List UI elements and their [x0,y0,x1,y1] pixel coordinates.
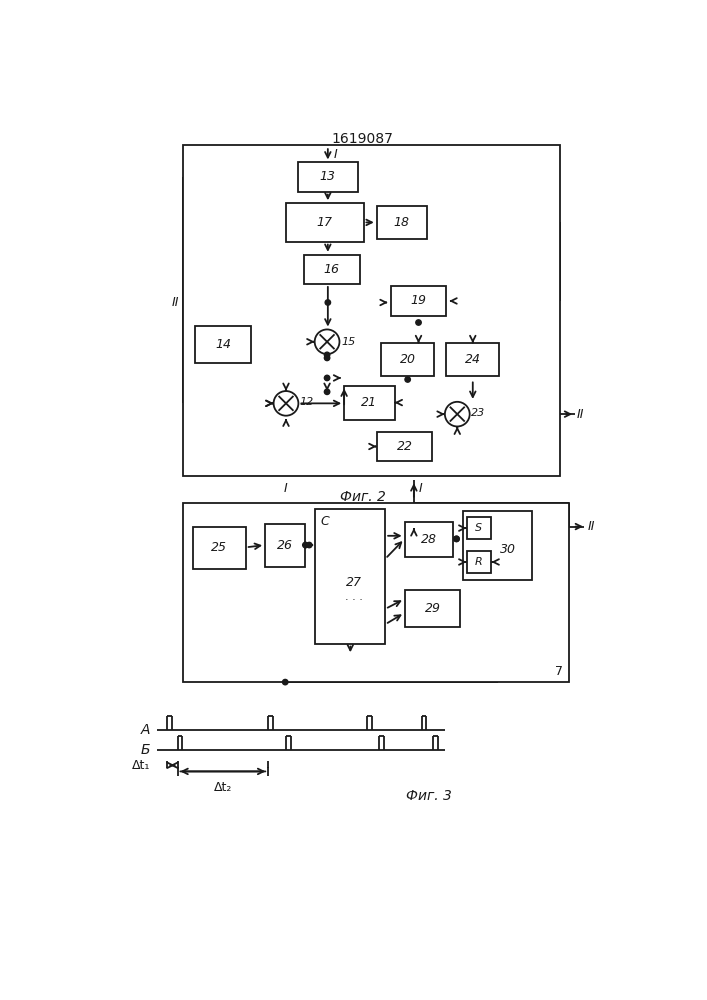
Bar [315,509,385,644]
Bar [304,255,360,284]
Text: 27: 27 [346,576,362,589]
Circle shape [325,352,329,358]
Text: A: A [141,723,151,737]
Circle shape [274,391,298,416]
Circle shape [283,679,288,685]
Circle shape [307,542,312,548]
Bar [377,432,433,461]
Text: Δt₂: Δt₂ [214,781,232,794]
Circle shape [325,375,329,381]
Bar [446,343,499,376]
Text: 23: 23 [472,408,486,418]
Bar [404,522,452,557]
Text: 17: 17 [317,216,333,229]
Circle shape [315,329,339,354]
Circle shape [325,355,329,361]
Text: · · ·: · · · [345,595,363,605]
Text: 20: 20 [399,353,416,366]
Text: Δt₁: Δt₁ [132,759,151,772]
Text: Б: Б [141,743,151,757]
Bar [467,517,491,539]
Text: 19: 19 [411,294,426,307]
Bar [286,203,363,242]
Text: C: C [321,515,329,528]
Text: 12: 12 [300,397,314,407]
Text: S: S [475,523,483,533]
Text: II: II [588,520,595,533]
Bar [381,343,434,376]
Bar [298,162,358,192]
Text: 26: 26 [277,539,293,552]
Circle shape [454,536,460,542]
Circle shape [445,402,469,426]
Circle shape [325,300,331,305]
Bar [265,524,305,567]
Text: 13: 13 [320,170,336,183]
Text: 15: 15 [341,337,356,347]
Bar [183,145,559,476]
Text: 28: 28 [421,533,437,546]
Text: 22: 22 [397,440,413,453]
Bar [391,286,446,316]
Circle shape [454,536,460,542]
Text: 18: 18 [394,216,410,229]
Bar [462,511,532,580]
Text: 14: 14 [215,338,231,351]
Circle shape [303,542,308,548]
Text: II: II [577,408,584,421]
Text: 24: 24 [464,353,481,366]
Text: 1619087: 1619087 [332,132,394,146]
Bar [344,386,395,420]
Text: 25: 25 [211,541,228,554]
Text: 7: 7 [555,665,563,678]
Circle shape [405,377,410,382]
Text: I: I [284,482,288,495]
Bar [404,590,460,627]
Bar [193,527,246,569]
Bar [377,206,427,239]
Bar [467,551,491,573]
Text: Фиг. 3: Фиг. 3 [407,789,452,803]
Text: 21: 21 [361,396,378,409]
Bar [195,326,251,363]
Circle shape [325,389,329,395]
Circle shape [416,320,421,325]
Text: Фиг. 2: Фиг. 2 [340,490,385,504]
Text: I: I [419,482,422,495]
Text: I: I [333,148,337,161]
Text: R: R [475,557,483,567]
Text: II: II [172,296,179,309]
Text: 16: 16 [324,263,340,276]
Bar [183,503,569,682]
Text: 29: 29 [424,602,440,615]
Text: 30: 30 [500,543,516,556]
